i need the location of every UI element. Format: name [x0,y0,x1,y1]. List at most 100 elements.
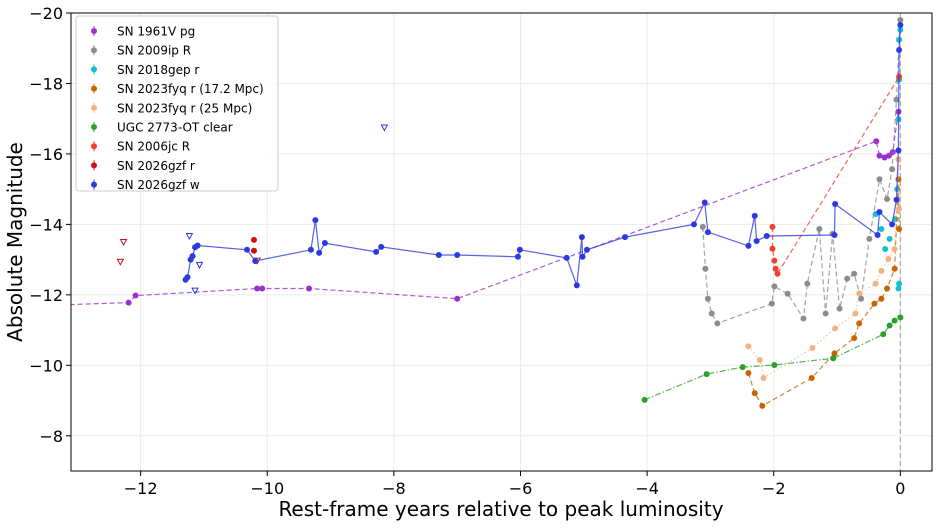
data-point [435,252,442,259]
x-tick-label: 0 [895,479,905,498]
data-point [822,310,829,317]
data-point [259,285,266,292]
data-point [699,223,706,230]
data-point [702,265,709,272]
data-point [756,357,763,364]
y-tick-label: −10 [29,356,63,375]
legend-marker [91,181,97,188]
data-point [882,246,889,253]
legend-label: SN 2018gep r [117,63,199,77]
data-point [866,235,873,242]
data-point [804,280,811,287]
data-point [252,258,259,265]
data-point [897,21,904,28]
data-point [769,223,776,230]
data-point [573,282,580,289]
upper-limit [195,261,204,269]
upper-limit [116,258,125,266]
data-point [454,295,461,302]
y-tick-label: −14 [29,215,63,234]
data-point [254,285,261,292]
axes: −12 −10 −8 −6 −4 −2 0−8−10−12−14−16−18−20 [29,4,905,498]
data-point [306,285,313,292]
data-point [184,274,191,281]
data-point [583,246,590,253]
data-point [714,320,721,327]
data-point [844,275,851,282]
data-point [760,374,767,381]
data-point [751,390,758,397]
x-tick-label: −10 [250,479,284,498]
data-point [704,229,711,236]
legend-label: SN 2026gzf r [117,159,195,173]
legend-marker [91,66,97,73]
data-point [763,233,770,240]
data-point [851,335,858,342]
data-point [871,300,878,307]
data-point [891,246,898,253]
data-point [886,322,893,329]
data-point [321,240,328,247]
data-point [831,231,838,238]
data-point [125,299,132,306]
data-point [830,355,837,362]
data-point [878,295,885,302]
data-point [514,253,521,260]
data-point [800,315,807,322]
data-point [579,253,586,260]
data-point [373,248,380,255]
data-point [893,196,900,203]
data-point [876,176,883,183]
plot-area [71,13,904,471]
data-point [316,249,323,256]
axes-frame [70,12,933,472]
legend-marker [91,162,97,169]
legend-label: SN 2026gzf w [117,178,200,192]
legend-label: SN 1961V pg [117,25,195,39]
data-point [895,147,902,154]
data-point [454,252,461,259]
data-point [769,245,776,252]
data-point [896,46,903,53]
data-point [831,350,838,357]
legend-label: SN 2006jc R [117,140,190,154]
data-point [891,265,898,272]
data-point [880,331,887,338]
data-point [895,285,902,292]
data-point [858,295,865,302]
data-point [703,371,710,378]
data-point [896,205,903,212]
upper-limit [185,233,194,241]
legend-label: UGC 2773-OT clear [117,121,233,135]
data-point [312,217,319,224]
x-tick-label: −12 [124,479,158,498]
y-tick-label: −12 [29,286,63,305]
data-point [774,270,781,277]
data-point [885,255,892,262]
data-point [690,221,697,228]
data-point [856,290,863,297]
data-point [250,247,257,254]
legend-label: SN 2009ip R [117,44,191,58]
legend-marker [91,85,97,92]
data-point [243,246,250,253]
data-point [378,243,385,250]
data-point [516,246,523,253]
data-point [893,96,900,103]
data-point [878,267,885,274]
y-tick-label: −20 [29,4,63,23]
data-point [745,370,752,377]
data-point [872,280,879,287]
data-point [895,176,902,183]
data-point [745,242,752,249]
data-point [876,209,883,216]
data-point [896,225,903,232]
data-point [897,17,904,24]
data-point [856,320,863,327]
data-point [307,246,314,253]
legend-marker [91,104,97,111]
data-point [884,196,891,203]
data-point [751,212,758,219]
data-point [891,317,898,324]
data-point [897,314,904,321]
